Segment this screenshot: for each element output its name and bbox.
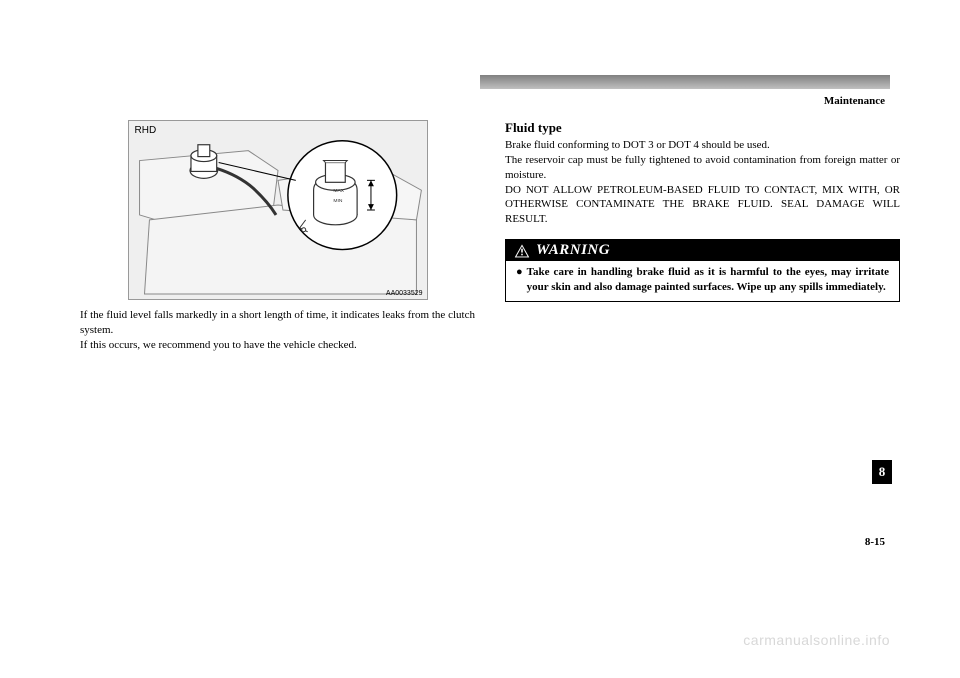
warning-triangle-icon — [514, 244, 530, 258]
content-columns: RHD — [80, 120, 890, 353]
page-number: 8-15 — [865, 536, 885, 548]
warning-box: WARNING ● Take care in handling brake fl… — [505, 239, 900, 302]
fluid-type-heading: Fluid type — [505, 120, 900, 136]
figure-code: AA0033529 — [386, 290, 423, 297]
left-paragraph-1: If the fluid level falls markedly in a s… — [80, 308, 475, 338]
svg-text:MIN: MIN — [333, 198, 342, 204]
right-column: Fluid type Brake fluid conforming to DOT… — [505, 120, 900, 353]
reservoir-figure: RHD — [128, 120, 428, 300]
header-gradient-bar — [480, 75, 890, 89]
section-label: Maintenance — [824, 95, 885, 107]
bullet-icon: ● — [516, 265, 523, 295]
right-p2: The reservoir cap must be fully tightene… — [505, 153, 900, 183]
figure-label: RHD — [135, 125, 157, 136]
manual-page: Maintenance RHD — [0, 0, 960, 678]
left-paragraph-2: If this occurs, we recommend you to have… — [80, 338, 475, 353]
watermark: carmanualsonline.info — [743, 632, 890, 648]
right-p3: DO NOT ALLOW PETROLEUM-BASED FLUID TO CO… — [505, 183, 900, 228]
warning-body: ● Take care in handling brake fluid as i… — [506, 261, 899, 301]
right-p1: Brake fluid conforming to DOT 3 or DOT 4… — [505, 138, 900, 153]
engine-diagram-svg: MAX MIN — [129, 121, 427, 299]
chapter-tab: 8 — [872, 460, 892, 484]
svg-text:MAX: MAX — [333, 188, 344, 194]
warning-header: WARNING — [506, 240, 899, 261]
left-column: RHD — [80, 120, 475, 353]
warning-text: Take care in handling brake fluid as it … — [527, 265, 889, 295]
warning-title: WARNING — [536, 242, 610, 259]
